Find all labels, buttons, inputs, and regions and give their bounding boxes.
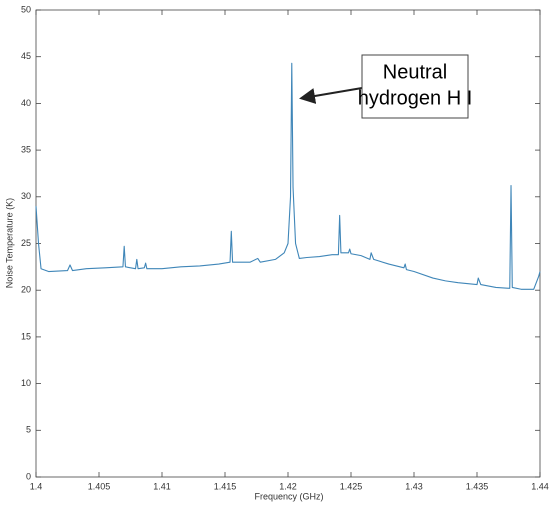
y-tick-label: 40 (21, 98, 31, 108)
x-tick-label: 1.405 (88, 481, 111, 491)
annotation-text: Neutral (383, 61, 447, 83)
y-tick-label: 20 (21, 285, 31, 295)
x-tick-label: 1.4 (30, 481, 43, 491)
x-tick-label: 1.42 (279, 481, 297, 491)
x-tick-label: 1.44 (531, 481, 549, 491)
y-tick-label: 50 (21, 4, 31, 14)
y-tick-label: 30 (21, 191, 31, 201)
y-tick-label: 45 (21, 51, 31, 61)
y-axis-label: Noise Temperature (K) (4, 198, 14, 288)
x-axis-label: Frequency (GHz) (254, 491, 323, 501)
y-tick-label: 25 (21, 238, 31, 248)
y-tick-label: 0 (26, 471, 31, 481)
y-tick-label: 10 (21, 378, 31, 388)
annotation-arrow (299, 87, 363, 104)
x-tick-label: 1.415 (214, 481, 237, 491)
annotation-box (361, 54, 469, 119)
x-tick-label: 1.425 (340, 481, 363, 491)
y-tick-label: 15 (21, 331, 31, 341)
y-tick-label: 35 (21, 144, 31, 154)
data-line (35, 62, 541, 290)
y-tick-label: 5 (26, 425, 31, 435)
x-tick-label: 1.43 (405, 481, 423, 491)
annotation-text: hydrogen H I (358, 87, 473, 109)
x-tick-label: 1.41 (153, 481, 171, 491)
x-tick-label: 1.435 (466, 481, 489, 491)
